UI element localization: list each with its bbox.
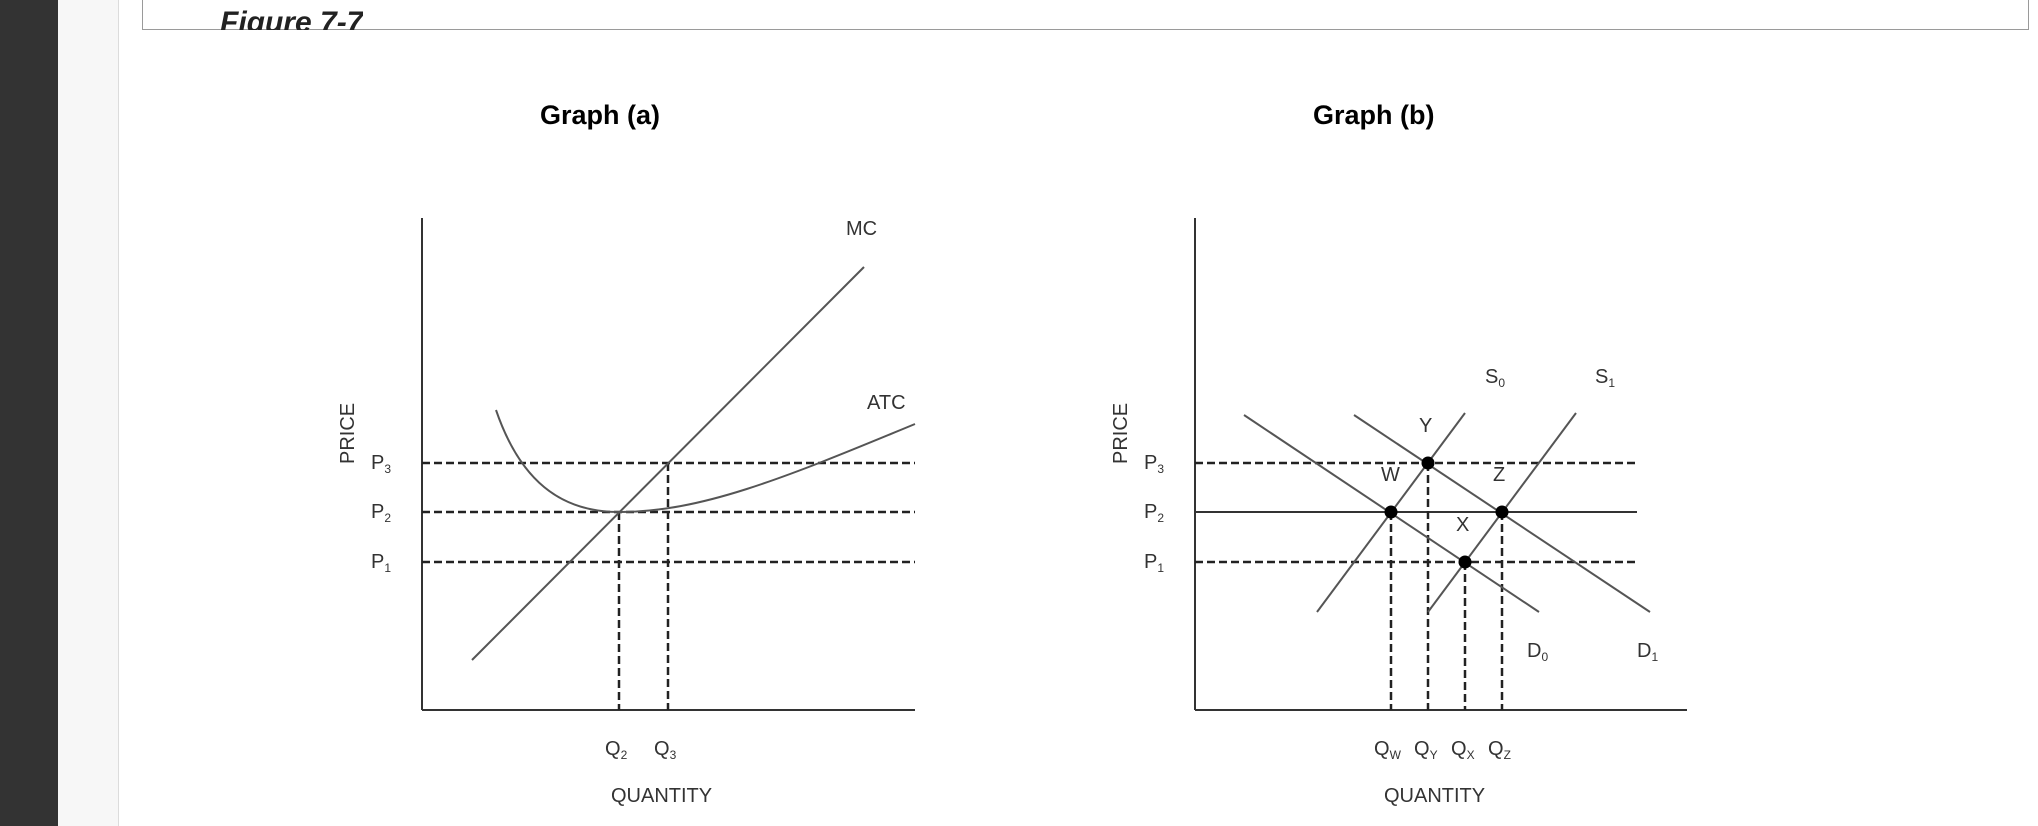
figure-caption: Figure 7-7 <box>220 8 364 30</box>
graph-a-y-axis-label: PRICE <box>337 403 359 464</box>
graph-b-point-y <box>1421 456 1435 470</box>
graph-b-y-axis-label: PRICE <box>1110 403 1132 464</box>
graph-b-qx-label: QX <box>1451 738 1475 762</box>
graph-b-p1-label: P1 <box>1144 551 1164 575</box>
left-gutter <box>58 0 119 826</box>
left-sidebar <box>0 0 58 826</box>
graph-b-qw-label: QW <box>1374 738 1402 762</box>
graph-a-q2-label: Q2 <box>605 738 628 762</box>
graph-a-atc-curve <box>495 409 916 514</box>
graph-a-atc-label: ATC <box>867 392 906 414</box>
graph-b-d0-label: D0 <box>1527 640 1548 664</box>
graph-b-point-z <box>1495 505 1509 519</box>
graph-a-p2-label: P2 <box>371 501 391 525</box>
graph-b-point-w-label: W <box>1381 464 1400 486</box>
graph-a-p3-label: P3 <box>371 452 391 476</box>
graph-a-x-axis-label: QUANTITY <box>611 785 712 807</box>
graph-b-point-x <box>1458 555 1472 569</box>
graph-b-x-axis-label: QUANTITY <box>1384 785 1485 807</box>
graph-b-s0-label: S0 <box>1485 366 1505 390</box>
graph-b-qy-label: QY <box>1414 738 1438 762</box>
graph-b-point-x-label: X <box>1456 514 1469 536</box>
graph-a-mc-curve <box>471 266 865 661</box>
graph-b-title: Graph (b) <box>1313 100 1435 130</box>
graph-b-qz-label: QZ <box>1488 738 1511 762</box>
graph-a-title: Graph (a) <box>540 100 661 130</box>
graph-b-point-z-label: Z <box>1493 464 1505 486</box>
graph-b-p2-label: P2 <box>1144 501 1164 525</box>
top-panel <box>142 0 2029 30</box>
graph-a-mc-label: MC <box>846 218 877 240</box>
graph-a-p1-label: P1 <box>371 551 391 575</box>
graph-b-p3-label: P3 <box>1144 452 1164 476</box>
graph-b-point-y-label: Y <box>1419 415 1432 437</box>
graph-b-point-w <box>1384 505 1398 519</box>
graph-a-q3-label: Q3 <box>654 738 677 762</box>
graph-b-d1-label: D1 <box>1637 640 1658 664</box>
graph-b-s1-label: S1 <box>1595 366 1615 390</box>
